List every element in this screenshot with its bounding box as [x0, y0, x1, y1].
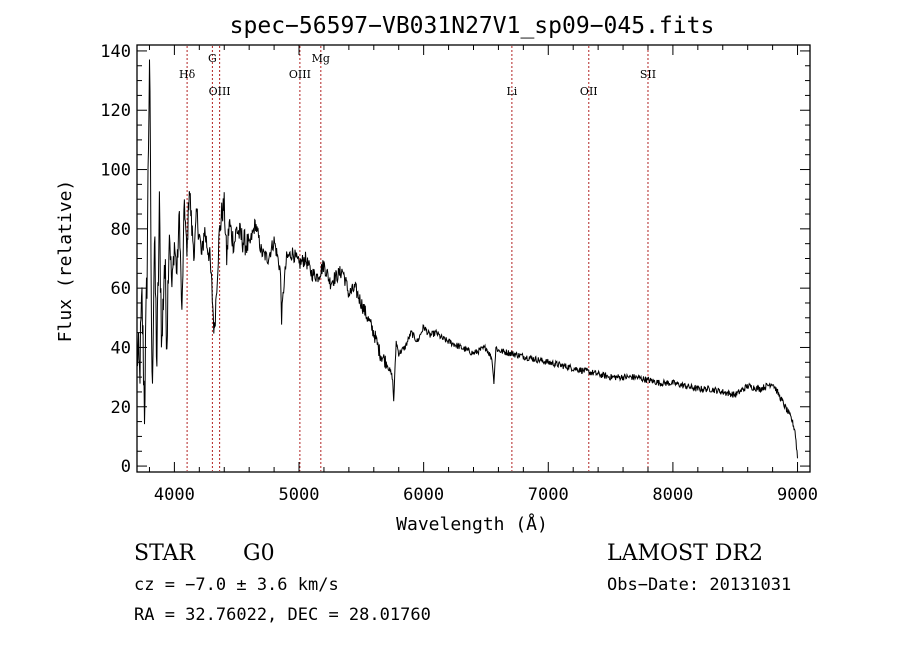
- x-axis-label: Wavelength (Å): [396, 513, 548, 535]
- line-marker-label: OII: [580, 85, 598, 98]
- y-tick-label: 80: [111, 220, 131, 240]
- x-tick-label: 8000: [652, 485, 693, 505]
- object-subclass: G0: [243, 541, 275, 566]
- flux-series-line: [136, 59, 798, 459]
- axes: 4000 5000 6000 7000 8000 9000 0 20 40 60 80 100 120 1…: [100, 42, 818, 505]
- y-tick-label: 0: [121, 457, 131, 477]
- obs-date-text: Obs−Date: 20131031: [607, 575, 791, 595]
- line-marker-label: Li: [506, 85, 517, 98]
- line-marker-label: OIII: [289, 68, 311, 81]
- survey-name: LAMOST DR2: [607, 541, 763, 566]
- y-tick-label: 40: [111, 338, 131, 358]
- y-tick-label: 60: [111, 279, 131, 299]
- line-marker-label: SII: [640, 68, 656, 81]
- y-tick-label: 120: [100, 101, 131, 121]
- x-tick-label: 6000: [403, 485, 444, 505]
- redshift-text: cz = −7.0 ± 3.6 km/s: [134, 575, 339, 595]
- plot-frame: [136, 44, 811, 473]
- x-tick-label: 4000: [154, 485, 195, 505]
- y-tick-label: 140: [100, 42, 131, 62]
- line-marker-label: Mg: [312, 52, 330, 65]
- object-class: STAR: [134, 541, 196, 566]
- y-tick-label: 20: [111, 398, 131, 418]
- x-tick-label: 7000: [528, 485, 569, 505]
- x-tick-label: 5000: [279, 485, 320, 505]
- x-tick-label: 9000: [777, 485, 818, 505]
- coordinates-text: RA = 32.76022, DEC = 28.01760: [134, 605, 431, 625]
- line-marker-label: G: [208, 52, 217, 65]
- y-axis-label: Flux (relative): [55, 180, 76, 343]
- line-marker-label: OIII: [209, 85, 231, 98]
- series-group: [136, 59, 798, 459]
- y-tick-label: 100: [100, 161, 131, 181]
- chart-title: spec−56597−VB031N27V1_sp09−045.fits: [230, 13, 715, 39]
- line-marker-label: Hδ: [179, 68, 196, 81]
